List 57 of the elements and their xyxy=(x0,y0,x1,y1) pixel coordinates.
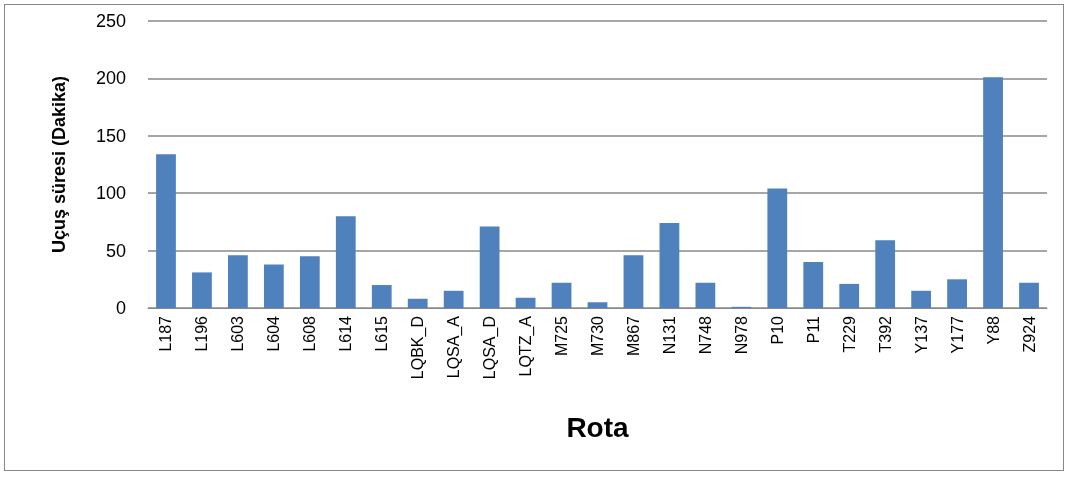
bar xyxy=(192,272,212,308)
x-tick-label: LQTZ_A xyxy=(517,315,536,377)
x-tick-label: L608 xyxy=(301,315,319,352)
x-tick-label: L196 xyxy=(193,315,211,352)
x-tick-label: Y88 xyxy=(984,315,1002,345)
y-tick-label: 200 xyxy=(95,68,126,89)
bar xyxy=(156,154,176,308)
bar xyxy=(947,279,967,308)
y-tick-label: 150 xyxy=(95,125,126,146)
bar xyxy=(551,282,572,308)
bar xyxy=(803,262,824,308)
x-tick-label: M725 xyxy=(553,315,571,357)
x-tick-label: L604 xyxy=(265,315,283,352)
y-tick-label: 50 xyxy=(105,240,126,261)
x-tick-label: P11 xyxy=(804,315,822,344)
x-tick-label: L187 xyxy=(157,315,175,352)
bar xyxy=(767,188,788,308)
x-tick-label: P10 xyxy=(768,315,786,345)
bar xyxy=(407,298,428,308)
x-tick-label: Z924 xyxy=(1020,315,1038,353)
x-tick-label: LQSA_D xyxy=(481,316,500,380)
bar xyxy=(911,290,932,308)
bar xyxy=(659,223,680,308)
bar xyxy=(587,302,608,308)
bar xyxy=(335,216,356,308)
bar xyxy=(695,282,716,308)
bar xyxy=(839,283,860,308)
x-tick-label: L615 xyxy=(373,315,391,352)
bar xyxy=(299,256,320,308)
y-tick-label: 250 xyxy=(95,11,126,31)
bar xyxy=(1019,282,1039,308)
x-tick-label: M867 xyxy=(624,315,642,357)
x-tick-label: N978 xyxy=(732,315,750,355)
x-tick-label: N131 xyxy=(660,315,678,355)
x-tick-label: Y177 xyxy=(948,315,966,354)
bar xyxy=(515,297,536,308)
y-tick-label: 0 xyxy=(115,298,126,318)
x-tick-label: M730 xyxy=(589,315,606,357)
bar xyxy=(479,226,500,308)
bar xyxy=(875,240,896,308)
bar xyxy=(623,255,644,308)
y-tick-label: 100 xyxy=(95,183,126,204)
bar xyxy=(443,290,464,308)
bar xyxy=(371,285,392,308)
x-tick-label: LQBK_D xyxy=(409,316,428,380)
x-tick-label: T229 xyxy=(840,315,858,353)
x-tick-label: N748 xyxy=(696,315,714,355)
x-tick-label: Y137 xyxy=(912,315,930,354)
x-axis-title: Rota xyxy=(566,411,630,443)
bar xyxy=(263,264,284,308)
bar xyxy=(983,77,1003,308)
x-tick-label: LQSA_A xyxy=(445,315,464,379)
y-axis-title: Uçuş süresi (Dakika) xyxy=(49,75,69,254)
x-tick-label: T392 xyxy=(876,315,894,353)
bar xyxy=(228,255,248,308)
x-tick-label: L614 xyxy=(337,315,355,352)
x-tick-label: L603 xyxy=(229,315,247,352)
